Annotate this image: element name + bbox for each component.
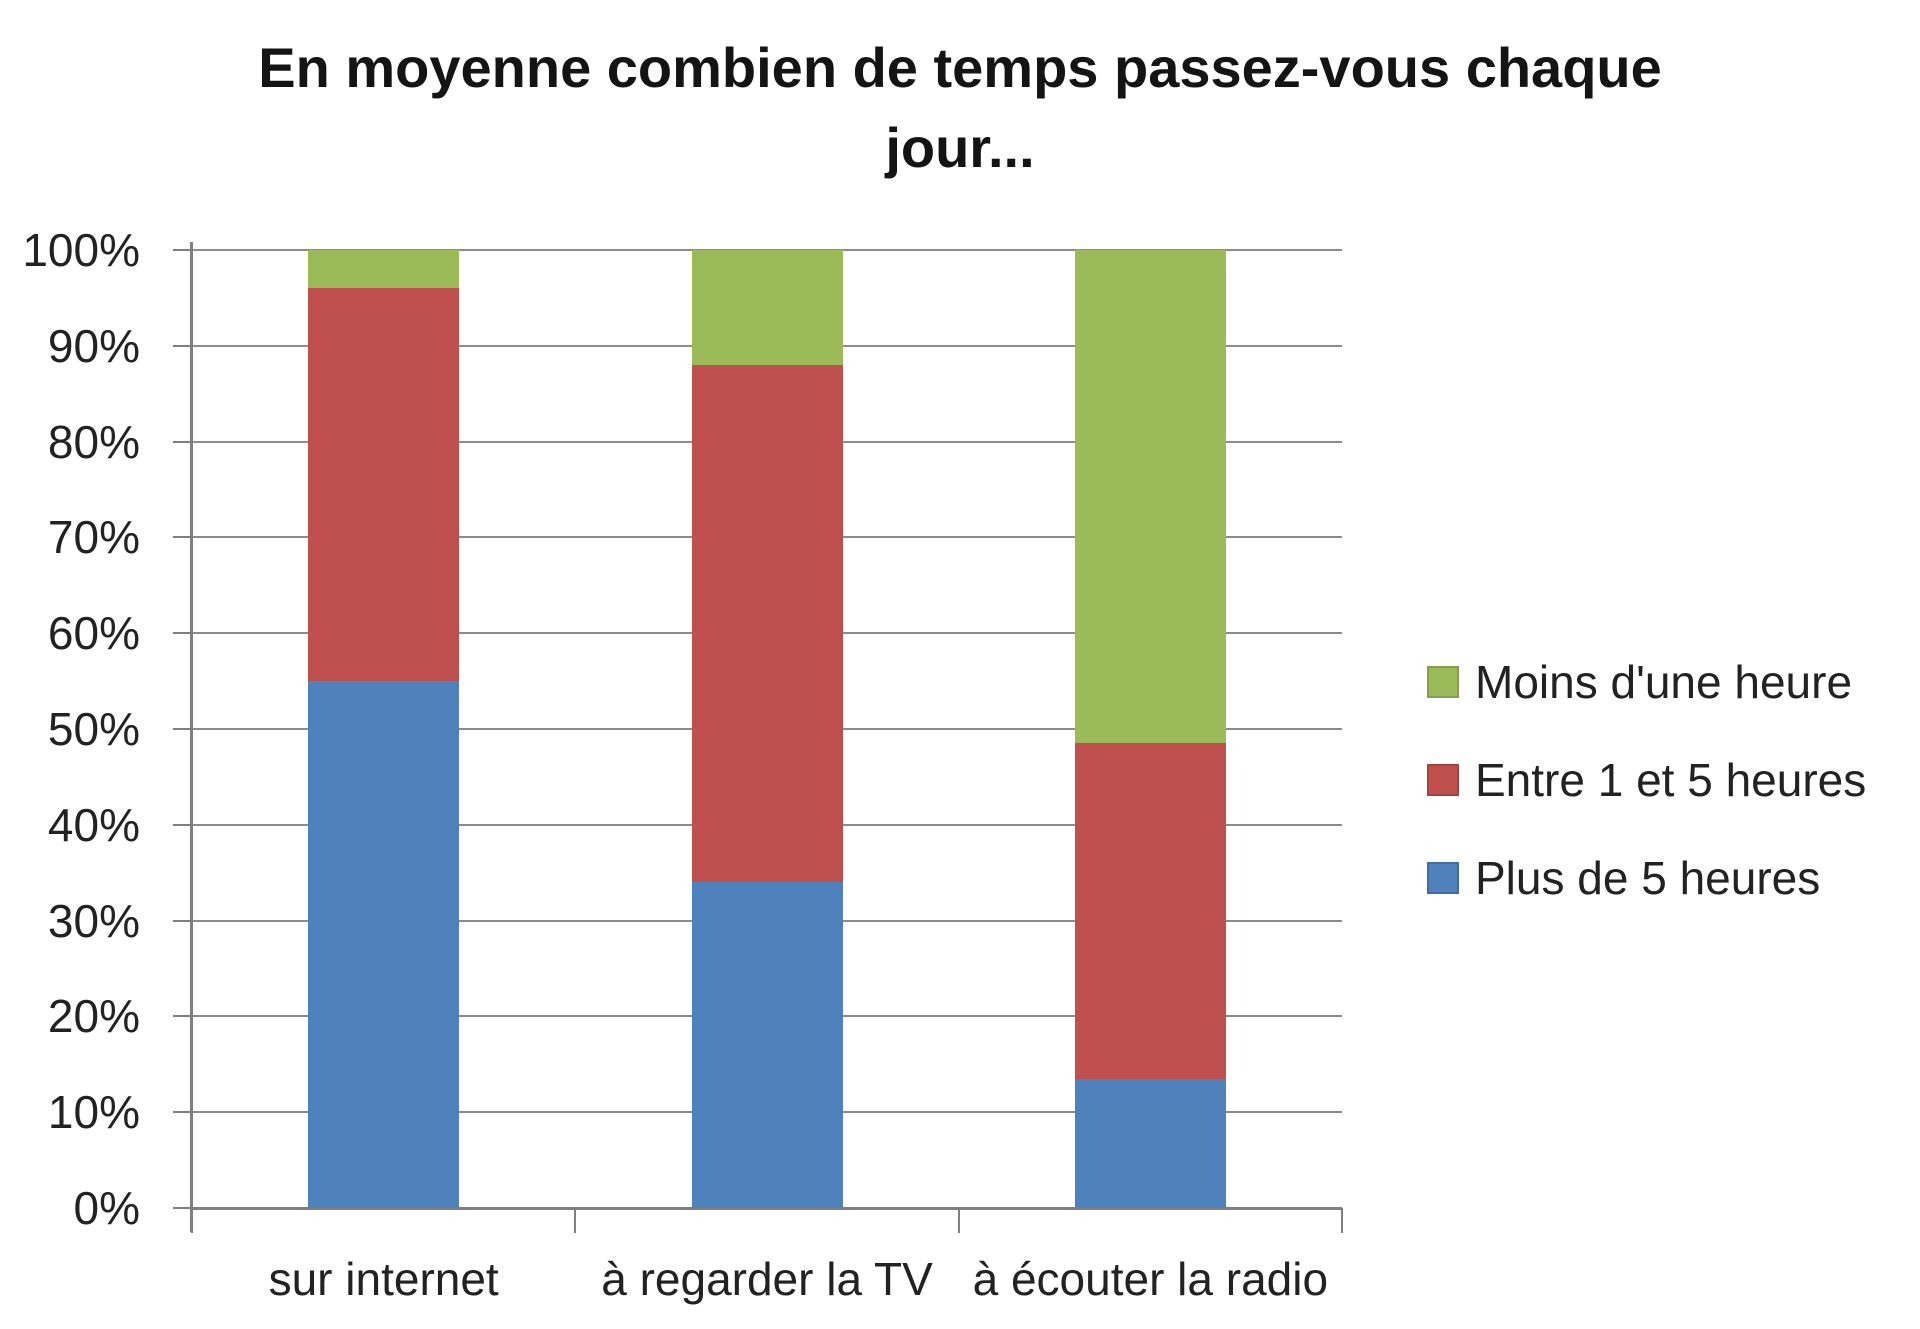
x-category-label: à regarder la TV [601,1253,933,1305]
y-axis-label: 10% [47,1086,140,1139]
y-axis-label: 90% [47,319,140,372]
bar-segment-2-1 [691,882,843,1208]
y-axis-label: 40% [47,798,140,851]
y-axis-label: 100% [22,224,140,276]
y-axis-tick [173,1111,192,1114]
y-axis-tick [173,536,192,539]
legend-swatch-3 [1427,862,1459,894]
chart-title-line2: jour... [885,116,1035,179]
y-axis-label: 20% [47,990,140,1043]
legend-swatch-1 [1427,666,1459,698]
y-axis-label: 70% [47,511,140,564]
bar-segment-1-1 [308,681,460,1208]
legend-label-2: Entre 1 et 5 heures [1475,754,1867,806]
y-axis-tick [173,823,192,826]
x-category-label: à écouter la radio [972,1253,1329,1305]
y-axis-label: 0% [73,1182,140,1234]
y-axis-label: 80% [47,415,140,468]
y-axis-tick [173,1015,192,1018]
y-axis-tick [173,344,192,347]
bar-segment-2-3 [691,250,843,365]
bar-segment-1-3 [308,250,460,289]
y-axis-tick [173,1207,192,1209]
bar-segment-3-1 [1074,1078,1226,1208]
x-axis-tick [191,1208,193,1233]
chart-title-line1: En moyenne combien de temps passez-vous … [258,36,1662,99]
y-axis-tick [173,919,192,922]
x-axis-tick [1341,1208,1343,1233]
y-axis-label: 50% [47,703,140,755]
y-axis-label: 60% [47,607,140,660]
bar-segment-1-2 [308,288,460,682]
x-category-label: sur internet [268,1253,499,1305]
legend-label-3: Plus de 5 heures [1475,852,1821,904]
y-axis-tick [173,728,192,730]
bar-segment-3-2 [1074,743,1226,1079]
x-axis-line [192,1206,1342,1210]
y-axis-line [190,242,193,1232]
legend-label-1: Moins d'une heure [1475,656,1853,708]
x-axis-tick [957,1208,960,1233]
chart-title: En moyenne combien de temps passez-vous … [0,28,1920,188]
y-axis-label: 30% [47,894,140,947]
x-axis-tick [574,1208,577,1233]
bar-segment-3-3 [1074,250,1226,744]
y-axis-tick [173,632,192,635]
y-axis-tick [173,249,192,251]
bar-segment-2-2 [691,364,843,883]
legend-swatch-2 [1427,764,1459,796]
y-axis-tick [173,440,192,443]
